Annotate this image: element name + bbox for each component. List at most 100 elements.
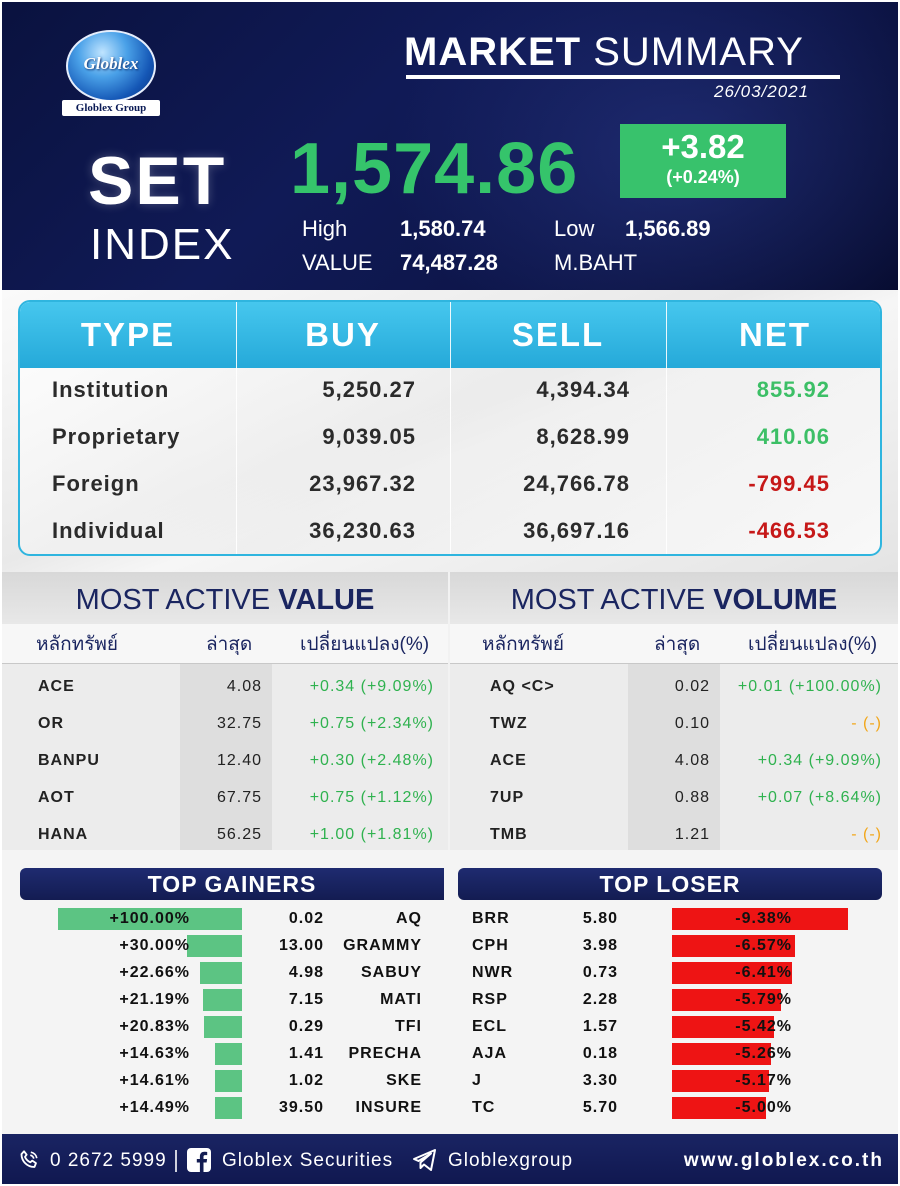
- gain-symbol: AQ: [396, 910, 422, 927]
- globlex-logo: Globlex Globlex Group: [62, 30, 160, 116]
- high-label: High: [302, 216, 348, 241]
- most-active-volume-header: หลักทรัพย์ ล่าสุด เปลี่ยนแปลง(%): [450, 624, 898, 664]
- top-loser-title: TOP LOSER: [458, 868, 882, 900]
- gain-bar: [215, 1043, 242, 1065]
- loss-symbol: CPH: [472, 937, 509, 954]
- loss-symbol: TC: [472, 1099, 496, 1116]
- title-bold: MARKET: [404, 30, 582, 74]
- gain-bar: [203, 989, 242, 1011]
- gain-price: 7.15: [288, 991, 324, 1008]
- change-value: +0.01 (+100.00%): [737, 678, 882, 695]
- gain-bar: [200, 962, 242, 984]
- gain-symbol: GRAMMY: [343, 937, 422, 954]
- investor-type: Foreign: [52, 471, 140, 496]
- telegram-link[interactable]: Globlexgroup: [448, 1150, 574, 1171]
- col-change: เปลี่ยนแปลง(%): [300, 634, 430, 655]
- table-row: ACE 4.08 +0.34 (+9.09%): [450, 742, 898, 779]
- gain-price: 1.02: [288, 1072, 324, 1089]
- change-value: +0.75 (+2.34%): [309, 715, 434, 732]
- symbol: TWZ: [490, 715, 528, 732]
- phone-number[interactable]: 0 2672 5999: [50, 1150, 167, 1171]
- change-value: - (-): [851, 715, 882, 732]
- loss-bar: [672, 1070, 769, 1092]
- symbol: HANA: [38, 826, 89, 843]
- loss-pct: -6.57%: [735, 937, 792, 954]
- loss-bar: [672, 1097, 766, 1119]
- symbol: 7UP: [490, 789, 525, 806]
- most-active-value-header: หลักทรัพย์ ล่าสุด เปลี่ยนแปลง(%): [2, 624, 448, 664]
- phone-icon: [20, 1150, 38, 1168]
- table-row: Institution 5,250.27 4,394.34 855.92: [20, 366, 880, 413]
- buy-value: 36,230.63: [309, 518, 416, 543]
- sell-value: 4,394.34: [536, 377, 630, 402]
- loss-price: 0.73: [582, 964, 618, 981]
- col-symbol: หลักทรัพย์: [36, 634, 119, 655]
- loss-bar: [672, 908, 848, 930]
- investor-table: TYPE BUY SELL NET Institution 5,250.27 4…: [18, 300, 882, 556]
- loss-pct: -5.79%: [735, 991, 792, 1008]
- most-active-volume-title: MOST ACTIVE VOLUME: [450, 572, 898, 624]
- gain-pct: +14.61%: [119, 1072, 190, 1089]
- loss-price: 5.70: [582, 1099, 618, 1116]
- website-link[interactable]: www.globlex.co.th: [683, 1150, 884, 1171]
- table-row: BANPU 12.40 +0.30 (+2.48%): [2, 742, 448, 779]
- loss-symbol: BRR: [472, 910, 510, 927]
- investor-table-header: TYPE BUY SELL NET: [20, 302, 880, 368]
- index-change-badge: +3.82 (+0.24%): [620, 124, 786, 198]
- low-value: 1,566.89: [625, 216, 711, 241]
- index-subname: INDEX: [90, 220, 235, 269]
- loss-pct: -9.38%: [735, 910, 792, 927]
- symbol: AOT: [38, 789, 75, 806]
- loss-price: 3.30: [582, 1072, 618, 1089]
- loss-pct: -5.26%: [735, 1045, 792, 1062]
- gain-bar: [215, 1097, 242, 1119]
- sell-value: 24,766.78: [523, 471, 630, 496]
- top-gainers-title: TOP GAINERS: [20, 868, 444, 900]
- net-value: -799.45: [748, 471, 830, 496]
- globe-icon: [66, 30, 156, 102]
- header-banner: Globlex Globlex Group MARKET SUMMARY 26/…: [2, 2, 898, 290]
- loss-symbol: AJA: [472, 1045, 508, 1062]
- telegram-icon: [413, 1149, 436, 1171]
- last-price: 12.40: [216, 752, 262, 769]
- symbol: BANPU: [38, 752, 100, 769]
- loss-symbol: J: [472, 1072, 482, 1089]
- footer-bar: 0 2672 5999 Globlex Securities Globlexgr…: [2, 1134, 898, 1184]
- table-row: ACE 4.08 +0.34 (+9.09%): [2, 668, 448, 705]
- title-light: SUMMARY: [593, 30, 804, 74]
- facebook-link[interactable]: Globlex Securities: [222, 1150, 394, 1171]
- change-value: +0.75 (+1.12%): [309, 789, 434, 806]
- column-divider: [450, 302, 451, 554]
- loss-price: 2.28: [582, 991, 618, 1008]
- loss-symbol: RSP: [472, 991, 508, 1008]
- table-row: Foreign 23,967.32 24,766.78 -799.45: [20, 460, 880, 507]
- loss-symbol: ECL: [472, 1018, 507, 1035]
- change-value: - (-): [851, 826, 882, 843]
- loss-pct: -6.41%: [735, 964, 792, 981]
- gain-pct: +20.83%: [119, 1018, 190, 1035]
- gain-pct: +100.00%: [109, 910, 190, 927]
- gain-symbol: SABUY: [360, 964, 422, 981]
- investor-type: Proprietary: [52, 424, 181, 449]
- buy-value: 23,967.32: [309, 471, 416, 496]
- index-change-pct: (+0.24%): [666, 167, 740, 187]
- col-net: NET: [739, 316, 811, 353]
- last-price: 4.08: [674, 752, 710, 769]
- loss-pct: -5.42%: [735, 1018, 792, 1035]
- loss-bar: [672, 935, 796, 957]
- loss-price: 0.18: [582, 1045, 618, 1062]
- last-price: 0.10: [674, 715, 710, 732]
- table-row: AOT 67.75 +0.75 (+1.12%): [2, 779, 448, 816]
- loss-pct: -5.17%: [735, 1072, 792, 1089]
- gain-price: 4.98: [288, 964, 324, 981]
- last-price: 56.25: [216, 826, 262, 843]
- col-type: TYPE: [80, 316, 176, 353]
- last-price: 32.75: [216, 715, 262, 732]
- investor-type: Institution: [52, 377, 170, 402]
- footer-divider: [175, 1150, 177, 1172]
- value-amount: 74,487.28: [400, 250, 498, 275]
- gain-symbol: TFI: [395, 1018, 422, 1035]
- loss-price: 5.80: [582, 910, 618, 927]
- col-buy: BUY: [305, 316, 381, 353]
